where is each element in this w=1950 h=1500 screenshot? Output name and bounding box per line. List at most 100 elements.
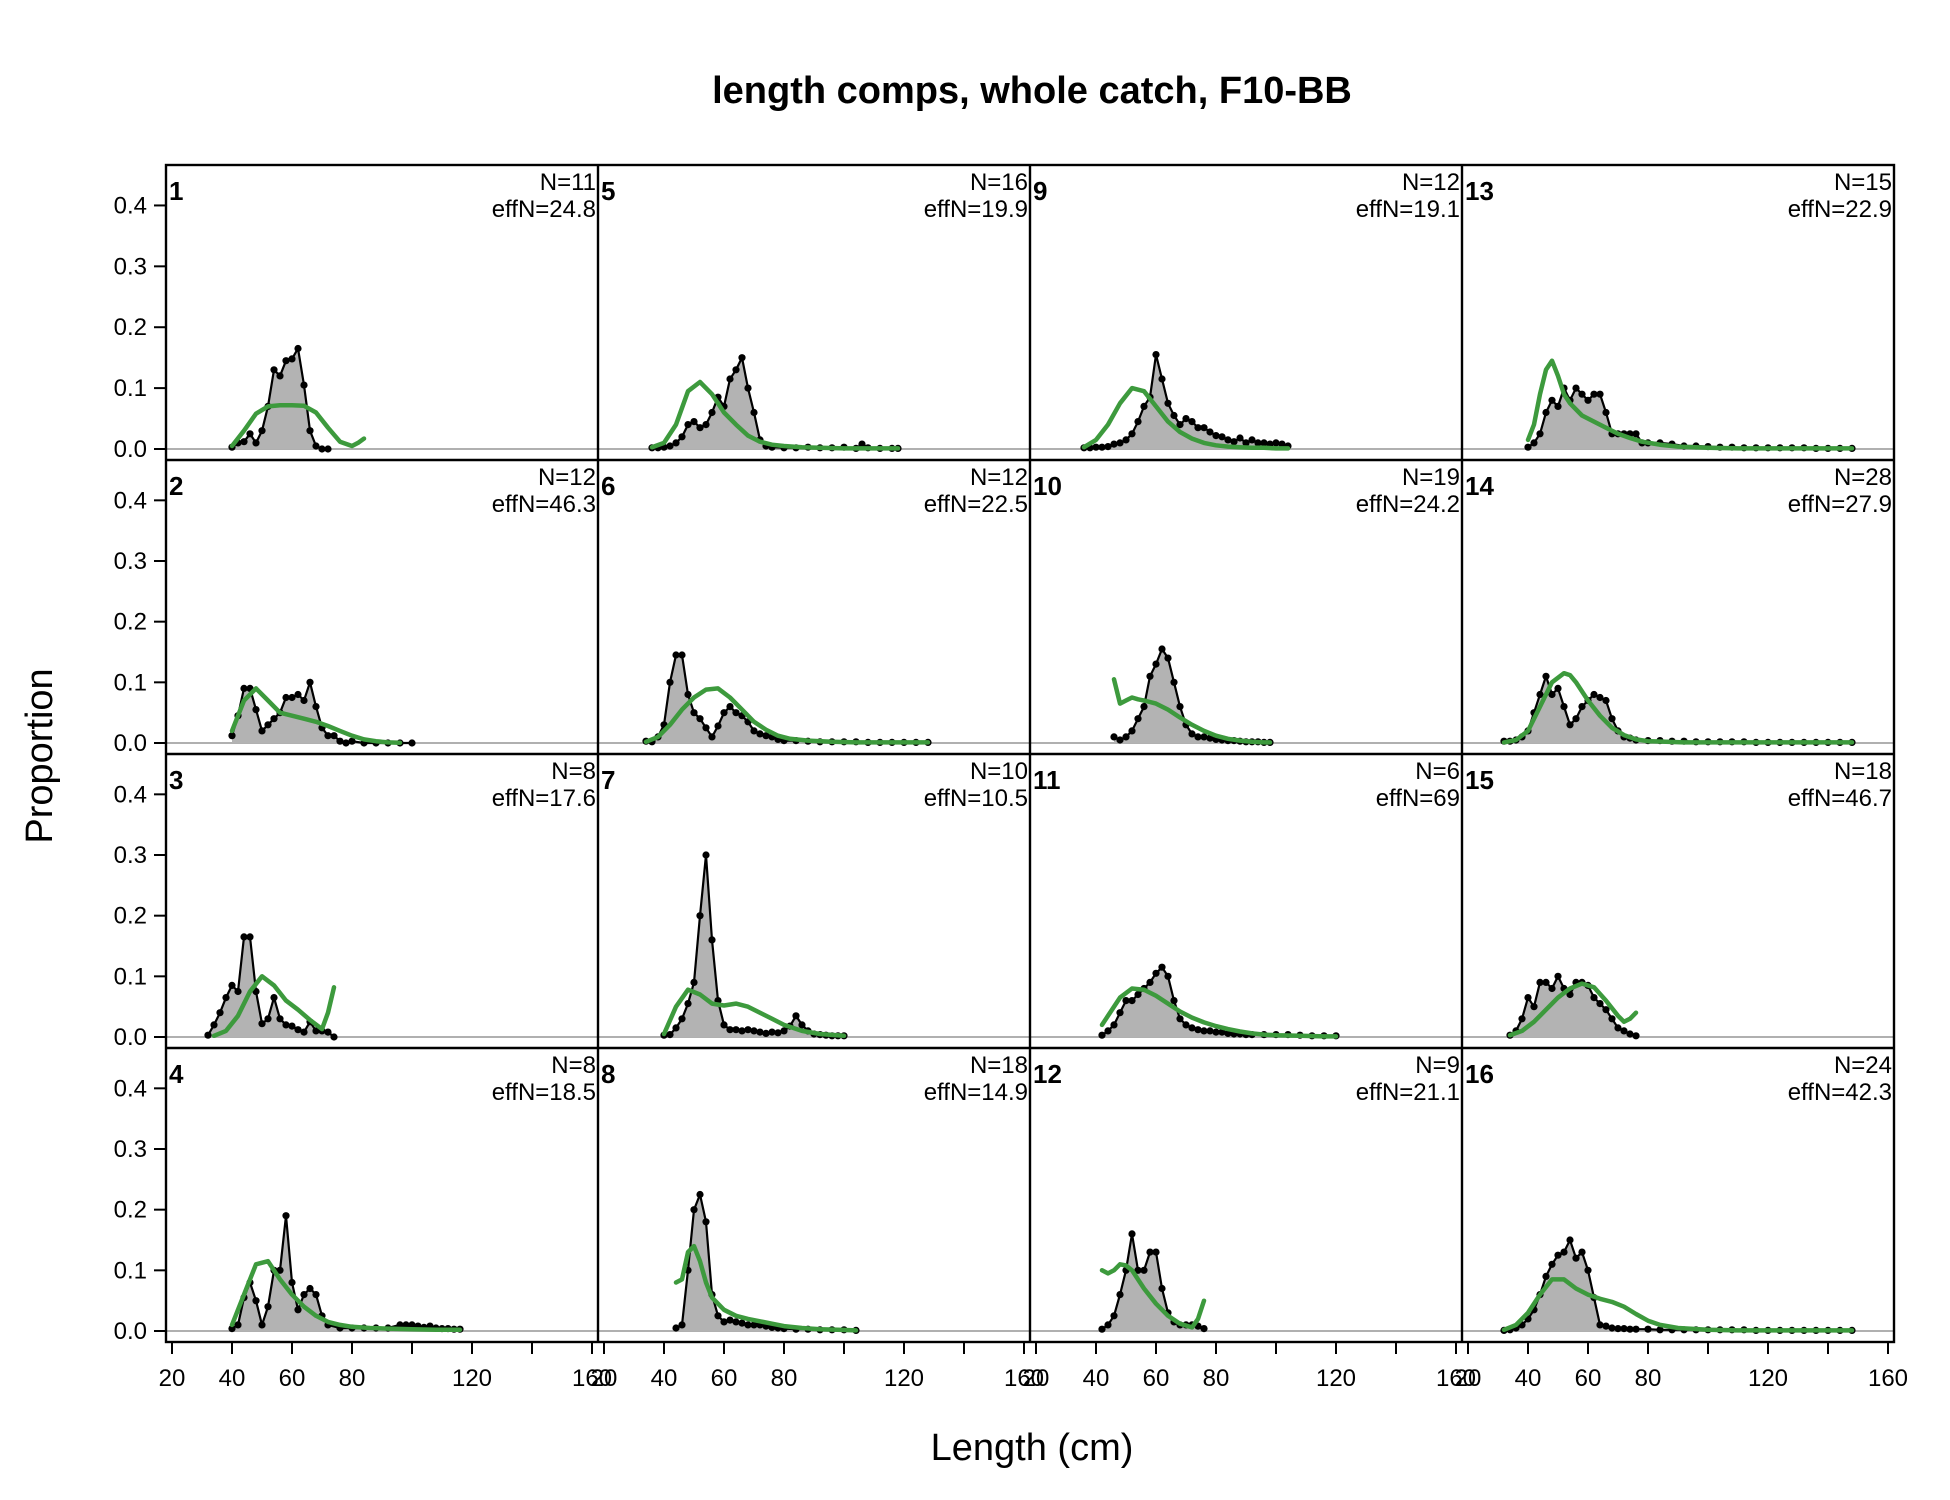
observed-point-3-5 xyxy=(234,987,242,996)
observed-point-2-18 xyxy=(336,737,344,745)
observed-point-2-10 xyxy=(288,693,296,702)
observed-point-16-14 xyxy=(1584,1266,1592,1274)
observed-point-9-9 xyxy=(1134,418,1142,426)
observed-point-5-15 xyxy=(738,354,746,362)
observed-point-7-2 xyxy=(672,1024,680,1032)
x-axis-title: Length (cm) xyxy=(931,1427,1134,1469)
panel-effN-4: effN=18.5 xyxy=(492,1079,596,1106)
observed-area-1 xyxy=(232,348,328,449)
observed-point-12-0 xyxy=(1098,1325,1106,1333)
panel-effN-3: effN=17.6 xyxy=(492,785,596,812)
y-tick-label-r0-1: 0.1 xyxy=(114,375,147,402)
observed-area-8 xyxy=(676,1194,856,1331)
observed-point-15-15 xyxy=(1596,1000,1604,1008)
panel-number-7: 7 xyxy=(601,765,615,795)
observed-point-7-19 xyxy=(774,1029,782,1037)
observed-point-1-12 xyxy=(300,381,308,389)
observed-point-1-7 xyxy=(270,366,278,374)
observed-point-14-9 xyxy=(1554,684,1562,693)
observed-point-9-22 xyxy=(1212,432,1220,440)
y-axis-title: Proportion xyxy=(19,668,61,843)
observed-point-11-3 xyxy=(1116,1009,1124,1017)
observed-point-9-17 xyxy=(1182,415,1190,423)
y-tick-label-r3-2: 0.2 xyxy=(114,1197,147,1224)
x-tick-label-c2-2: 60 xyxy=(1143,1365,1170,1392)
observed-point-8-7 xyxy=(714,1312,722,1320)
observed-point-2-13 xyxy=(306,678,314,686)
panel-N-6: N=12 xyxy=(970,464,1028,491)
observed-point-1-13 xyxy=(306,427,314,435)
panel-N-4: N=8 xyxy=(551,1052,596,1079)
observed-point-12-7 xyxy=(1140,1266,1148,1274)
observed-point-11-17 xyxy=(1200,1027,1208,1035)
observed-point-12-8 xyxy=(1146,1248,1154,1256)
observed-area-9 xyxy=(1084,354,1288,449)
observed-point-4-11 xyxy=(294,1306,302,1314)
observed-point-7-15 xyxy=(750,1027,758,1035)
observed-point-12-3 xyxy=(1116,1291,1124,1299)
observed-point-8-1 xyxy=(678,1321,686,1329)
observed-point-13-5 xyxy=(1554,402,1562,410)
observed-point-9-12 xyxy=(1152,351,1160,359)
observed-point-7-13 xyxy=(738,1027,746,1035)
observed-point-14-7 xyxy=(1542,672,1550,680)
observed-point-9-16 xyxy=(1176,421,1184,429)
observed-point-10-0 xyxy=(1110,733,1118,741)
observed-point-10-7 xyxy=(1152,660,1160,668)
observed-point-10-11 xyxy=(1176,703,1184,711)
observed-point-16-11 xyxy=(1566,1236,1574,1244)
panel-effN-11: effN=69 xyxy=(1376,785,1460,812)
observed-point-9-13 xyxy=(1158,375,1166,383)
observed-point-2-4 xyxy=(252,706,260,714)
observed-point-11-5 xyxy=(1128,997,1136,1005)
panel-N-9: N=12 xyxy=(1402,169,1460,196)
observed-point-6-10 xyxy=(702,724,710,732)
panel-N-3: N=8 xyxy=(551,758,596,785)
observed-point-6-12 xyxy=(714,722,722,730)
observed-line-3 xyxy=(207,935,335,1038)
observed-point-2-14 xyxy=(312,703,320,711)
observed-point-12-2 xyxy=(1110,1312,1118,1320)
y-tick-label-r2-2: 0.2 xyxy=(114,903,147,930)
observed-point-11-15 xyxy=(1188,1024,1196,1032)
observed-point-9-19 xyxy=(1194,424,1202,432)
observed-point-14-17 xyxy=(1602,696,1610,705)
observed-point-5-7 xyxy=(690,418,698,426)
observed-point-6-6 xyxy=(678,651,686,659)
y-tick-label-r3-4: 0.4 xyxy=(114,1075,147,1102)
observed-area-13 xyxy=(1528,388,1852,449)
y-tick-label-r1-0: 0.0 xyxy=(114,730,147,757)
observed-point-2-19 xyxy=(342,739,350,747)
x-tick-label-c2-3: 80 xyxy=(1203,1365,1230,1392)
y-tick-label-r2-4: 0.4 xyxy=(114,781,147,808)
observed-point-3-2 xyxy=(216,1009,224,1017)
observed-point-9-32 xyxy=(1272,439,1280,447)
panel-effN-6: effN=22.5 xyxy=(924,491,1028,518)
observed-point-16-17 xyxy=(1602,1322,1610,1330)
panel-effN-7: effN=10.5 xyxy=(924,785,1028,812)
panel-N-8: N=18 xyxy=(970,1052,1028,1079)
panel-effN-5: effN=19.9 xyxy=(924,196,1028,223)
x-tick-label-c3-4: 120 xyxy=(1748,1365,1788,1392)
observed-point-8-11 xyxy=(738,1319,746,1327)
observed-point-1-16 xyxy=(324,445,332,453)
observed-point-15-19 xyxy=(1620,1027,1628,1035)
y-tick-label-r0-3: 0.3 xyxy=(114,253,147,280)
panel-effN-13: effN=22.9 xyxy=(1788,196,1892,223)
observed-point-3-6 xyxy=(240,933,248,941)
observed-point-7-12 xyxy=(732,1026,740,1034)
observed-point-2-9 xyxy=(282,693,290,702)
panel-N-11: N=6 xyxy=(1415,758,1460,785)
observed-point-9-2 xyxy=(1092,443,1100,451)
observed-point-11-14 xyxy=(1182,1021,1190,1029)
expected-line-13 xyxy=(1525,358,1855,451)
observed-point-10-1 xyxy=(1116,736,1124,744)
observed-point-7-14 xyxy=(744,1026,752,1034)
observed-point-11-4 xyxy=(1122,997,1130,1005)
